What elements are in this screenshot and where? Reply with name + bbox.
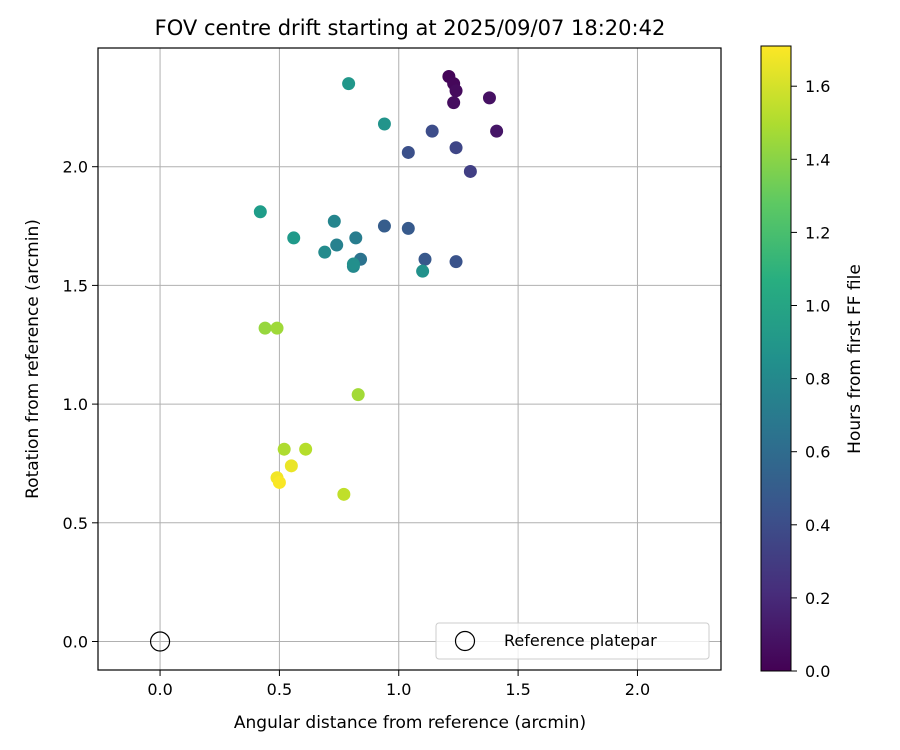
data-point [482, 91, 496, 105]
data-points [253, 69, 504, 501]
colorbar-tick-label: 0.8 [805, 370, 830, 389]
data-point [330, 238, 344, 252]
data-point [418, 252, 432, 266]
colorbar-tick-label: 0.2 [805, 589, 830, 608]
colorbar-tick-label: 0.6 [805, 443, 830, 462]
data-point [342, 77, 356, 91]
data-point [346, 257, 360, 271]
colorbar-tick-label: 1.6 [805, 77, 830, 96]
data-point [272, 475, 286, 489]
legend-marker-reference [454, 630, 476, 652]
y-tick-label: 2.0 [63, 158, 88, 177]
x-tick-label: 1.5 [505, 680, 530, 699]
data-point [401, 221, 415, 235]
plot-area-frame [97, 47, 722, 671]
y-tick-label: 1.5 [63, 276, 88, 295]
data-point [490, 124, 504, 138]
data-point [449, 255, 463, 269]
data-point [377, 219, 391, 233]
data-point [463, 164, 477, 178]
grid [98, 48, 721, 670]
data-point [299, 442, 313, 456]
data-point [277, 442, 291, 456]
legend-label-reference: Reference platepar [504, 631, 657, 650]
x-tick-label: 0.5 [267, 680, 292, 699]
data-point [327, 214, 341, 228]
data-point [449, 141, 463, 155]
x-ticks: 0.0 0.5 1.0 1.5 2.0 [147, 670, 650, 699]
x-tick-label: 0.0 [147, 680, 172, 699]
data-point [449, 84, 463, 98]
data-point [447, 96, 461, 110]
chart-title: FOV centre drift starting at 2025/09/07 … [155, 16, 666, 40]
data-point [401, 145, 415, 159]
reference-layer [149, 631, 171, 652]
y-tick-label: 1.0 [63, 395, 88, 414]
data-point [349, 231, 363, 245]
y-ticks: 0.0 0.5 1.0 1.5 2.0 [63, 158, 98, 652]
legend-box [435, 622, 710, 660]
y-tick-label: 0.0 [63, 633, 88, 652]
data-point [377, 117, 391, 131]
data-point [253, 205, 267, 219]
data-point [258, 321, 272, 335]
y-tick-label: 0.5 [63, 514, 88, 533]
colorbar-label: Hours from first FF file [845, 264, 865, 454]
x-tick-label: 2.0 [625, 680, 650, 699]
x-tick-label: 1.0 [386, 680, 411, 699]
colorbar-tick-label: 0.4 [805, 516, 830, 535]
data-point [270, 321, 284, 335]
colorbar: 0.0 0.2 0.4 0.6 0.8 1.0 1.2 1.4 1.6 Hours from f… [760, 45, 865, 681]
data-point [287, 231, 301, 245]
data-point [416, 264, 430, 278]
colorbar-ticks: 0.0 0.2 0.4 0.6 0.8 1.0 1.2 1.4 1.6 [791, 77, 830, 681]
legend: Reference platepar [435, 622, 710, 660]
data-point [351, 388, 365, 402]
colorbar-tick-label: 1.2 [805, 223, 830, 242]
colorbar-tick-label: 1.4 [805, 150, 830, 169]
reference-point-marker [149, 631, 171, 652]
colorbar-gradient [760, 45, 792, 672]
data-point [284, 459, 298, 473]
data-point [318, 245, 332, 259]
x-axis-label: Angular distance from reference (arcmin) [234, 713, 586, 733]
y-axis-label: Rotation from reference (arcmin) [23, 219, 43, 499]
colorbar-tick-label: 1.0 [805, 297, 830, 316]
data-point [337, 487, 351, 501]
data-point [425, 124, 439, 138]
colorbar-tick-label: 0.0 [805, 662, 830, 681]
